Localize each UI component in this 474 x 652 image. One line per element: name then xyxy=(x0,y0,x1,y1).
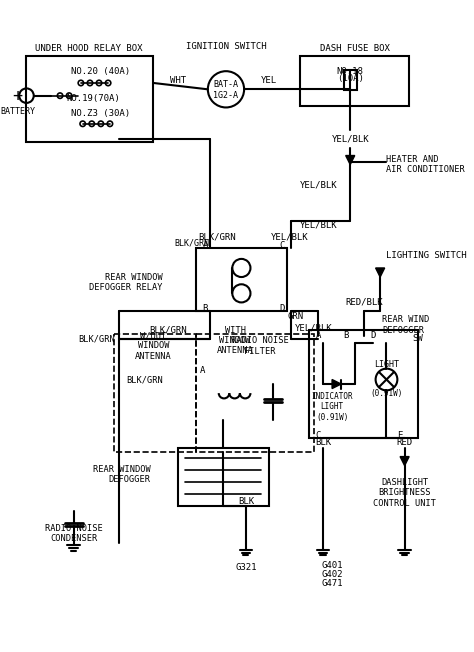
Text: A: A xyxy=(316,331,321,340)
Text: REAR WIND
DEFOGGER: REAR WIND DEFOGGER xyxy=(382,316,429,334)
Polygon shape xyxy=(332,379,341,389)
Bar xyxy=(27,56,154,142)
Bar xyxy=(344,70,356,90)
Text: RED: RED xyxy=(397,439,413,447)
Polygon shape xyxy=(375,268,385,277)
Polygon shape xyxy=(400,456,409,466)
Text: YEL/BLK: YEL/BLK xyxy=(300,180,337,189)
Text: A: A xyxy=(200,366,205,375)
Text: BLK/GRN: BLK/GRN xyxy=(174,239,209,248)
Text: BLK/GRN: BLK/GRN xyxy=(78,334,115,343)
Text: (10A): (10A) xyxy=(337,74,364,83)
Bar xyxy=(310,330,418,438)
Text: G471: G471 xyxy=(321,579,343,588)
Text: RED/BLK: RED/BLK xyxy=(345,298,383,307)
Text: C: C xyxy=(280,241,285,250)
Text: YEL/BLK: YEL/BLK xyxy=(331,135,369,143)
Text: BAT-A: BAT-A xyxy=(213,80,238,89)
Bar xyxy=(196,334,314,452)
Text: B: B xyxy=(202,304,208,313)
Text: BLK: BLK xyxy=(238,497,254,507)
Text: B: B xyxy=(343,331,348,340)
Text: NO.20 (40A): NO.20 (40A) xyxy=(71,67,130,76)
Text: RADIO NOISE
CONDENSER: RADIO NOISE CONDENSER xyxy=(45,524,102,543)
Text: NO.Z3 (30A): NO.Z3 (30A) xyxy=(71,110,130,118)
Bar xyxy=(114,334,196,452)
Text: BLK/GRN: BLK/GRN xyxy=(149,325,187,334)
Text: BLK/GRN: BLK/GRN xyxy=(126,375,163,384)
Text: IGNITION SWITCH: IGNITION SWITCH xyxy=(186,42,266,52)
Text: GRN: GRN xyxy=(288,312,304,321)
Text: G321: G321 xyxy=(235,563,257,572)
Text: E: E xyxy=(397,431,403,440)
Text: HEATER AND
AIR CONDITIONER: HEATER AND AIR CONDITIONER xyxy=(386,155,465,174)
Text: INDICATOR
LIGHT
(0.91W): INDICATOR LIGHT (0.91W) xyxy=(311,392,353,422)
Text: G402: G402 xyxy=(321,570,343,579)
Text: YEL/BLK: YEL/BLK xyxy=(295,323,333,333)
Text: SW: SW xyxy=(413,334,424,343)
Text: REAR WINDOW
DEFOGGER: REAR WINDOW DEFOGGER xyxy=(93,465,151,484)
Text: BATTERY: BATTERY xyxy=(0,108,35,117)
Text: NO.19(70A): NO.19(70A) xyxy=(66,94,120,103)
Text: BLK/GRN: BLK/GRN xyxy=(198,233,236,242)
Text: LIGHTING SWITCH: LIGHTING SWITCH xyxy=(386,251,467,259)
Text: YEL/BLK: YEL/BLK xyxy=(300,221,337,230)
Text: DASHLIGHT
BRIGHTNESS
CONTROL UNIT: DASHLIGHT BRIGHTNESS CONTROL UNIT xyxy=(373,478,436,508)
Text: REAR WINDOW
DEFOGGER RELAY: REAR WINDOW DEFOGGER RELAY xyxy=(89,273,163,292)
Text: 1G2-A: 1G2-A xyxy=(213,91,238,100)
Text: D: D xyxy=(370,331,375,340)
Bar xyxy=(196,248,287,312)
Polygon shape xyxy=(346,156,355,164)
Text: UNDER HOOD RELAY BOX: UNDER HOOD RELAY BOX xyxy=(35,44,143,53)
Text: YEL: YEL xyxy=(261,76,277,85)
Text: YEL/BLK: YEL/BLK xyxy=(271,233,308,242)
Text: W/OUT
WINDOW
ANTENNA: W/OUT WINDOW ANTENNA xyxy=(135,331,172,361)
Text: G401: G401 xyxy=(321,561,343,570)
Text: D: D xyxy=(280,304,285,313)
Text: C: C xyxy=(316,431,321,440)
Bar xyxy=(178,447,269,507)
Text: NO.18: NO.18 xyxy=(337,67,364,76)
Text: WITH
WINDOW
ANTENNA: WITH WINDOW ANTENNA xyxy=(217,325,254,355)
Text: (0.91W): (0.91W) xyxy=(370,389,403,398)
Text: RADIO NOISE
FILTER: RADIO NOISE FILTER xyxy=(231,336,288,355)
Text: DASH FUSE BOX: DASH FUSE BOX xyxy=(320,44,390,53)
Text: LIGHT: LIGHT xyxy=(374,360,399,368)
Text: WHT: WHT xyxy=(170,76,186,85)
Bar xyxy=(301,56,409,106)
Text: BLK: BLK xyxy=(315,439,331,447)
Text: +: + xyxy=(12,87,22,105)
Text: A: A xyxy=(202,241,208,250)
